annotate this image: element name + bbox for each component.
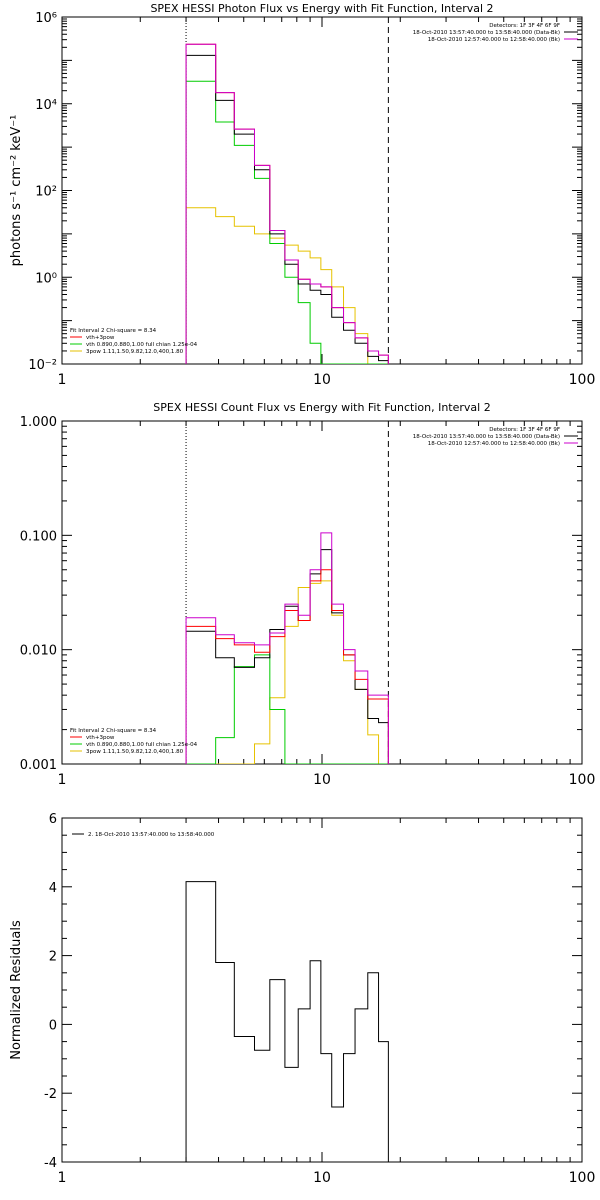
plot-frame	[61, 420, 583, 765]
x-tick-label: 100	[569, 1170, 596, 1186]
y-tick-label: 6	[49, 812, 57, 827]
fit-legend-entry: vth 0.890,0.880,1.00 full chian 1.25e-04	[86, 742, 198, 748]
x-tick-label: 10	[313, 1170, 331, 1186]
y-tick-label: 10⁴	[35, 98, 57, 113]
plot-frame	[61, 817, 583, 1163]
series-step-line	[185, 207, 389, 364]
fit-legend-header: Fit Interval 2 Chi-square = 8.34	[70, 328, 157, 334]
photon-flux-panel: SPEX HESSI Photon Flux vs Energy with Fi…	[9, 2, 595, 388]
series-step-line	[185, 80, 389, 364]
legend-top-right-text: 18-Oct-2010 12:57:40.000 to 12:58:40.000…	[428, 441, 560, 447]
y-tick-label: 2	[49, 950, 57, 965]
x-tick-label: 10	[313, 372, 331, 388]
series-step-line	[185, 569, 389, 764]
y-axis-label: Normalized Residuals	[9, 920, 24, 1060]
y-tick-label: 10⁻²	[28, 358, 57, 373]
legend-top-right-text: Detectors: 1F 3F 4F 6F 9F	[489, 427, 560, 433]
y-tick-label: -2	[44, 1087, 57, 1102]
series-step-line	[185, 881, 389, 1162]
legend-top-right-text: 18-Oct-2010 12:57:40.000 to 12:58:40.000…	[428, 37, 560, 43]
plot-frame	[61, 16, 583, 365]
y-tick-label: 10²	[35, 185, 57, 200]
y-tick-label: 1.000	[20, 415, 57, 430]
x-tick-label: 100	[569, 772, 596, 788]
y-tick-label: 10⁶	[35, 11, 57, 26]
y-tick-label: 0.010	[20, 644, 57, 659]
fit-legend-entry: vth+3pow	[86, 335, 115, 341]
x-tick-label: 1	[58, 772, 67, 788]
x-tick-label: 100	[569, 372, 596, 388]
fit-legend-header: Fit Interval 2 Chi-square = 8.34	[70, 728, 157, 734]
fit-legend-entry: 3pow 1.11,1.50,9.82,12.0,400,1.80	[86, 749, 184, 755]
fit-legend-entry: vth+3pow	[86, 735, 115, 741]
fit-legend-entry: vth 0.890,0.880,1.00 full chian 1.25e-04	[86, 342, 198, 348]
x-tick-label: 1	[58, 372, 67, 388]
y-tick-label: 0	[49, 1018, 57, 1033]
legend-top-right-text: Detectors: 1F 3F 4F 6F 9F	[489, 23, 560, 29]
series-step-line	[185, 54, 389, 364]
x-tick-label: 1	[58, 1170, 67, 1186]
series-step-line	[186, 580, 389, 764]
y-tick-label: 0.100	[20, 529, 57, 544]
series-step-line	[185, 532, 389, 764]
count-flux-panel: SPEX HESSI Count Flux vs Energy with Fit…	[20, 401, 596, 788]
x-tick-label: 10	[313, 772, 331, 788]
y-tick-label: 0.001	[20, 758, 57, 773]
chart-title: SPEX HESSI Count Flux vs Energy with Fit…	[153, 401, 490, 414]
residuals-legend-text: 2. 18-Oct-2010 13:57:40.000 to 13:58:40.…	[88, 832, 215, 838]
series-step-line	[185, 43, 389, 364]
legend-top-right-text: 18-Oct-2010 13:57:40.000 to 13:58:40.000…	[413, 434, 560, 440]
series-step-line	[186, 654, 389, 764]
chart-title: SPEX HESSI Photon Flux vs Energy with Fi…	[150, 2, 493, 15]
y-tick-label: -4	[44, 1156, 57, 1171]
legend-top-right-text: 18-Oct-2010 13:57:40.000 to 13:58:40.000…	[413, 30, 560, 36]
y-tick-label: 4	[49, 881, 57, 896]
y-tick-label: 10⁰	[35, 271, 57, 286]
fit-legend-entry: 3pow 1.11,1.50,9.82,12.0,400,1.80	[86, 349, 184, 355]
y-axis-label: photons s⁻¹ cm⁻² keV⁻¹	[9, 115, 24, 267]
series-step-line	[185, 549, 389, 764]
residuals-panel: Normalized Residuals 1 10 100 -4 -2 0 2 4 6 2. 18-…	[9, 812, 595, 1186]
